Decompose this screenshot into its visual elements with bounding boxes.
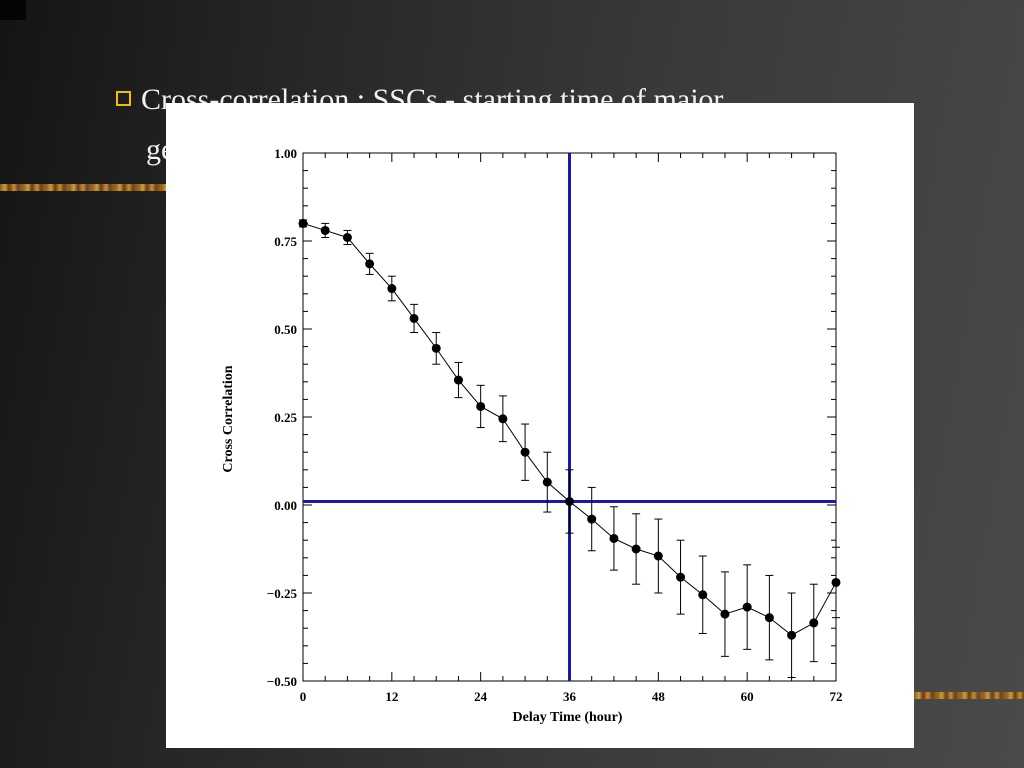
y-tick-label: −0.50 <box>267 674 297 689</box>
x-tick-label: 12 <box>385 689 398 704</box>
y-tick-label: 0.25 <box>274 410 297 425</box>
data-point <box>320 225 330 235</box>
data-point <box>809 618 819 628</box>
y-tick-label: 0.75 <box>274 234 297 249</box>
x-tick-label: 72 <box>830 689 843 704</box>
data-point <box>587 514 597 524</box>
data-point <box>631 544 641 554</box>
data-point <box>298 218 308 228</box>
y-tick-label: 0.50 <box>274 322 297 337</box>
bullet-square-icon <box>116 91 131 106</box>
x-tick-label: 48 <box>652 689 666 704</box>
decorative-stripe-right <box>914 692 1024 699</box>
y-axis-title: Cross Correlation <box>221 365 236 472</box>
data-point <box>720 609 730 619</box>
x-tick-label: 0 <box>300 689 307 704</box>
data-point <box>431 343 441 353</box>
data-point <box>498 414 508 424</box>
data-point <box>742 602 752 612</box>
cross-correlation-chart: 0 12 24 36 48 60 72 1.00 0.75 0.50 0.25 0.00 −0.25 −0… <box>221 146 843 725</box>
data-point <box>453 375 463 385</box>
y-tick-label: 1.00 <box>274 146 297 161</box>
data-point <box>698 590 708 600</box>
data-point <box>476 401 486 411</box>
y-tick-label: −0.25 <box>267 586 298 601</box>
data-point <box>787 630 797 640</box>
x-tick-label: 36 <box>563 689 577 704</box>
x-tick-label: 24 <box>474 689 488 704</box>
data-point <box>542 477 552 487</box>
x-axis-title: Delay Time (hour) <box>513 710 623 725</box>
data-point <box>387 284 397 294</box>
data-point <box>565 496 574 506</box>
x-tick-label: 60 <box>741 689 754 704</box>
corner-block <box>0 0 26 20</box>
data-point <box>764 613 774 623</box>
data-point <box>342 232 352 242</box>
data-point <box>831 577 841 587</box>
y-tick-label: 0.00 <box>274 498 297 513</box>
data-point <box>676 572 686 582</box>
chart-panel: 0 12 24 36 48 60 72 1.00 0.75 0.50 0.25 0.00 −0.25 −0… <box>166 103 914 748</box>
data-point <box>365 259 375 269</box>
data-point <box>609 533 619 543</box>
data-point <box>653 551 663 561</box>
data-point <box>409 313 419 323</box>
data-point <box>520 447 530 457</box>
decorative-stripe-left <box>0 184 170 191</box>
